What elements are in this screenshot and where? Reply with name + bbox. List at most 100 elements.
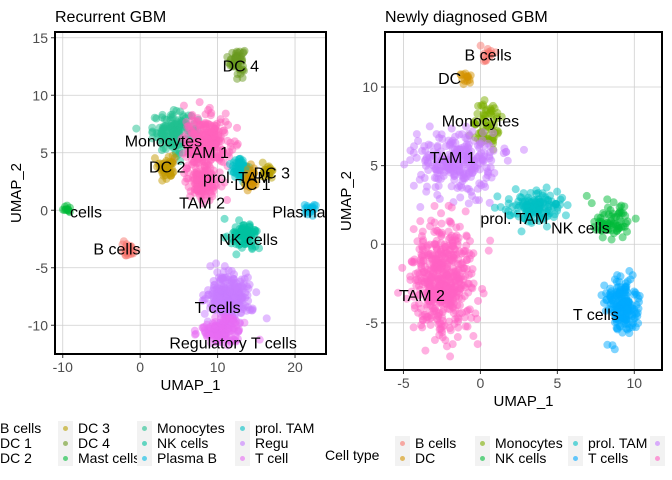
data-point-tam-1	[215, 168, 224, 177]
data-point-dc-1	[243, 186, 252, 195]
data-point-tam-1	[214, 151, 223, 160]
data-point-dc-4	[228, 48, 237, 57]
data-point-tam-2	[463, 306, 472, 315]
data-point-prol-tam	[549, 213, 558, 222]
data-point-nk-cells	[617, 201, 626, 210]
data-point-tam-2	[434, 273, 443, 282]
data-point-t-cells	[252, 288, 261, 297]
data-point-tam-2	[457, 249, 466, 258]
data-point-dc-2	[158, 176, 167, 185]
data-point-t-cells	[212, 259, 221, 268]
x-tick-label: 0	[136, 359, 144, 375]
data-point-tam-1	[422, 187, 431, 196]
recurrent-gbm-panel: Recurrent GBM -10 0 10 20 15 10 5 0 -5 -10 DC 4 Mono…	[8, 9, 327, 394]
data-point-tam-2	[407, 287, 416, 296]
data-point-tam-2	[445, 217, 454, 226]
data-point-b-cells	[476, 41, 485, 50]
data-point-tam-1	[204, 106, 213, 115]
data-point-prol-tam	[549, 203, 558, 212]
cluster-label: DC 4	[223, 59, 260, 76]
data-point-tam-1	[433, 141, 442, 150]
data-point-tam-1	[456, 193, 465, 202]
data-point-nk-cells	[603, 195, 612, 204]
legend-swatch	[240, 456, 245, 461]
cluster-label: Monocytes	[442, 114, 519, 131]
data-point-nk-cells	[607, 235, 616, 244]
data-point-tam-1	[475, 140, 484, 149]
data-point-dc-3	[266, 166, 275, 175]
y-tick-label: 5	[370, 158, 378, 174]
data-point-mast-cells	[64, 205, 73, 214]
data-point-tam-2	[211, 180, 220, 189]
y-tick-label: 5	[40, 145, 48, 161]
data-point-tam-1	[191, 128, 200, 137]
data-point-tam-2	[437, 219, 446, 228]
data-point-dc	[465, 75, 474, 84]
data-point-regulatory-t-cells	[255, 335, 264, 344]
data-point-tam-2	[469, 332, 478, 341]
data-point-tam-1	[464, 185, 473, 194]
cluster-label: cells	[70, 205, 102, 222]
data-point-tam-2	[437, 209, 446, 218]
data-point-dc-1	[248, 177, 257, 186]
data-point-tam-2	[186, 192, 195, 201]
data-point-tam-1	[421, 161, 430, 170]
data-point-t-cells	[616, 272, 625, 281]
data-point-tam-2	[183, 164, 192, 173]
cluster-label: Regulatory T cells	[169, 336, 296, 353]
panel-title: Newly diagnosed GBM	[385, 9, 548, 26]
y-tick-label: 0	[40, 202, 48, 218]
data-point-tam-2	[453, 237, 462, 246]
data-point-tam-2	[469, 279, 478, 288]
data-point-regulatory-t-cells	[218, 316, 227, 325]
legend-swatch	[142, 426, 147, 431]
legend-label: DC 2	[0, 450, 32, 466]
y-axis-label: UMAP_2	[338, 171, 355, 231]
data-point-tam-2	[450, 267, 459, 276]
data-point-regulatory-t-cells	[210, 324, 219, 333]
data-point-tam-2	[442, 272, 451, 281]
data-point-prol-tam	[553, 187, 562, 196]
data-point-tam-2	[398, 263, 407, 272]
data-point-tam-2	[441, 242, 450, 251]
legend-label: Monocytes	[495, 435, 563, 451]
data-point-tam-2	[467, 313, 476, 322]
data-point-tam-1	[446, 168, 455, 177]
data-point-dc-4	[232, 54, 241, 63]
data-point-tam-2	[484, 246, 493, 255]
cluster-label: prol. TAM	[480, 211, 548, 228]
data-point-nk-cells	[613, 226, 622, 235]
legend-label: DC 4	[78, 435, 110, 451]
data-point-t-cells	[210, 297, 219, 306]
data-point-tam-1	[479, 128, 488, 137]
data-point-monocytes	[163, 122, 172, 131]
legend-label: DC 3	[78, 420, 110, 436]
data-point-tam-1	[438, 154, 447, 163]
data-point-tam-1	[428, 161, 437, 170]
cluster-label: Monocytes	[125, 133, 202, 150]
data-point-dc-4	[233, 70, 242, 79]
legend-label: DC 1	[0, 435, 32, 451]
data-point-tam-1	[462, 122, 471, 131]
data-point-monocytes	[155, 123, 164, 132]
data-point-t-cells	[199, 296, 208, 305]
legend-label: NK cells	[157, 435, 208, 451]
data-point-tam-2	[417, 321, 426, 330]
data-point-tam-2	[223, 196, 232, 205]
legend-label: Plasma B	[157, 450, 217, 466]
y-tick-label: 0	[370, 236, 378, 252]
data-point-regulatory-t-cells	[206, 331, 215, 340]
data-point-tam-2	[456, 280, 465, 289]
data-point-t-cells	[625, 267, 634, 276]
data-point-tam-2	[444, 201, 453, 210]
data-point-dc-2	[164, 152, 173, 161]
y-tick-label: 10	[32, 87, 48, 103]
data-point-tam-1	[447, 182, 456, 191]
data-point-nk-cells	[230, 233, 239, 242]
data-point-t-cells	[230, 279, 239, 288]
data-point-prol-tam	[542, 207, 551, 216]
data-point-tam-2	[430, 202, 439, 211]
data-point-tam-2	[435, 331, 444, 340]
data-point-tam-2	[422, 300, 431, 309]
